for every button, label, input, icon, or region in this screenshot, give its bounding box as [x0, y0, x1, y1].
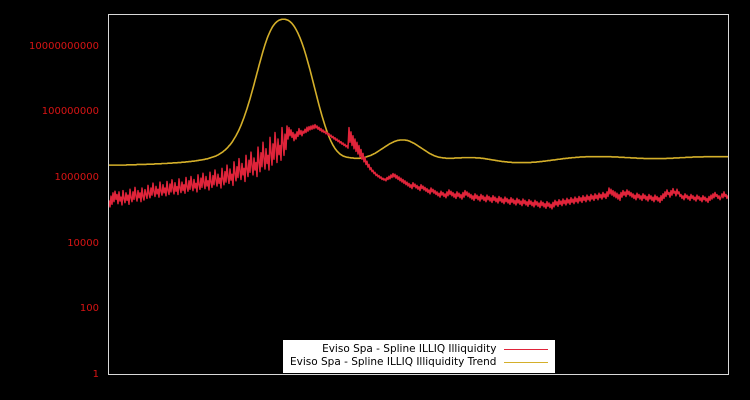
y-axis-tick-label: 10000	[67, 237, 99, 249]
plot-area	[108, 14, 729, 375]
legend-swatch-illiquidity	[504, 343, 549, 356]
y-axis-tick-labels: 10000000000 100000000 1000000 10000 100 1	[0, 0, 103, 400]
y-axis-tick-label: 1000000	[54, 172, 99, 184]
y-axis-tick-label: 10000000000	[29, 40, 99, 52]
legend-entry: Eviso Spa - Spline ILLIQ Illiquidity	[290, 343, 549, 356]
legend: Eviso Spa - Spline ILLIQ Illiquidity Evi…	[283, 340, 556, 373]
y-axis-tick-label: 1	[92, 369, 99, 380]
y-axis-tick-label: 100	[79, 303, 99, 315]
legend-swatch-illiquidity-trend	[504, 356, 549, 369]
series-canvas	[109, 15, 728, 374]
legend-table: Eviso Spa - Spline ILLIQ Illiquidity Evi…	[290, 343, 549, 369]
legend-line-sample	[504, 362, 549, 363]
legend-line-sample	[504, 349, 549, 350]
y-axis-tick-label: 100000000	[41, 106, 99, 118]
series-line-trend	[109, 19, 728, 165]
legend-entry: Eviso Spa - Spline ILLIQ Illiquidity Tre…	[290, 356, 549, 369]
legend-label-illiquidity-trend: Eviso Spa - Spline ILLIQ Illiquidity Tre…	[290, 356, 497, 368]
series-line-illiquidity	[109, 125, 728, 209]
legend-label-illiquidity: Eviso Spa - Spline ILLIQ Illiquidity	[322, 343, 497, 355]
